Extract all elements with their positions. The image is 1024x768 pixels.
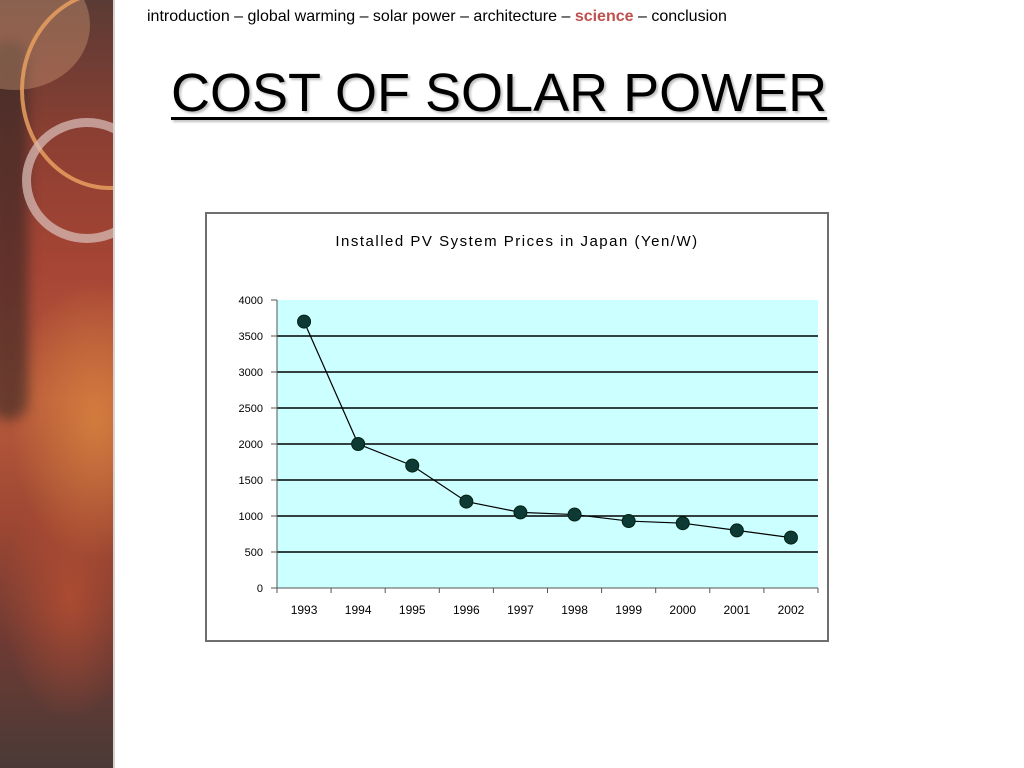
side-panel-divider [113, 0, 115, 768]
y-tick-label: 500 [245, 547, 263, 559]
nav-separator: – [455, 8, 474, 25]
nav-item-global-warming[interactable]: global warming [247, 8, 356, 25]
line-chart: Installed PV System Prices in Japan (Yen… [239, 233, 819, 617]
y-tick-label: 4000 [239, 295, 263, 307]
data-point [621, 514, 636, 529]
x-tick-label: 2000 [669, 603, 696, 617]
data-point [297, 314, 312, 329]
nav-item-architecture[interactable]: architecture [473, 8, 558, 25]
x-tick-label: 1998 [561, 603, 588, 617]
chart-frame: Installed PV System Prices in Japan (Yen… [205, 212, 829, 642]
y-tick-label: 1000 [239, 511, 263, 523]
x-tick-label: 1997 [507, 603, 534, 617]
x-tick-label: 1995 [399, 603, 426, 617]
data-point [567, 507, 582, 522]
decorative-side-panel [0, 0, 113, 768]
y-tick-label: 0 [257, 583, 263, 595]
x-tick-label: 1994 [345, 603, 372, 617]
data-point [459, 494, 474, 509]
x-tick-label: 2001 [723, 603, 750, 617]
x-tick-label: 1996 [453, 603, 480, 617]
slide-title: COST OF SOLAR POWER [171, 63, 828, 123]
data-point [405, 458, 420, 473]
y-tick-label: 2500 [239, 403, 263, 415]
x-tick-label: 2002 [778, 603, 805, 617]
y-tick-label: 3500 [239, 331, 263, 343]
decorative-ring-middle [22, 118, 113, 243]
nav-separator: – [229, 8, 248, 25]
chart-title: Installed PV System Prices in Japan (Yen… [335, 233, 698, 250]
x-tick-label: 1993 [291, 603, 318, 617]
nav-separator: – [355, 8, 373, 25]
y-tick-label: 1500 [239, 475, 263, 487]
nav-item-solar-power[interactable]: solar power [372, 8, 456, 25]
data-point [729, 523, 744, 538]
breadcrumb-nav: introduction – global warming – solar po… [147, 8, 727, 26]
nav-separator: – [633, 8, 652, 25]
data-point [783, 530, 798, 545]
nav-item-conclusion[interactable]: conclusion [651, 8, 727, 25]
nav-separator: – [557, 8, 575, 25]
series-line [303, 321, 792, 539]
x-tick-label: 1999 [615, 603, 642, 617]
y-tick-label: 3000 [239, 367, 263, 379]
data-point [351, 437, 366, 451]
data-point [675, 516, 690, 531]
data-point [513, 505, 528, 520]
nav-item-science[interactable]: science [574, 8, 634, 25]
nav-item-introduction[interactable]: introduction [147, 8, 230, 25]
y-tick-label: 2000 [239, 439, 263, 451]
